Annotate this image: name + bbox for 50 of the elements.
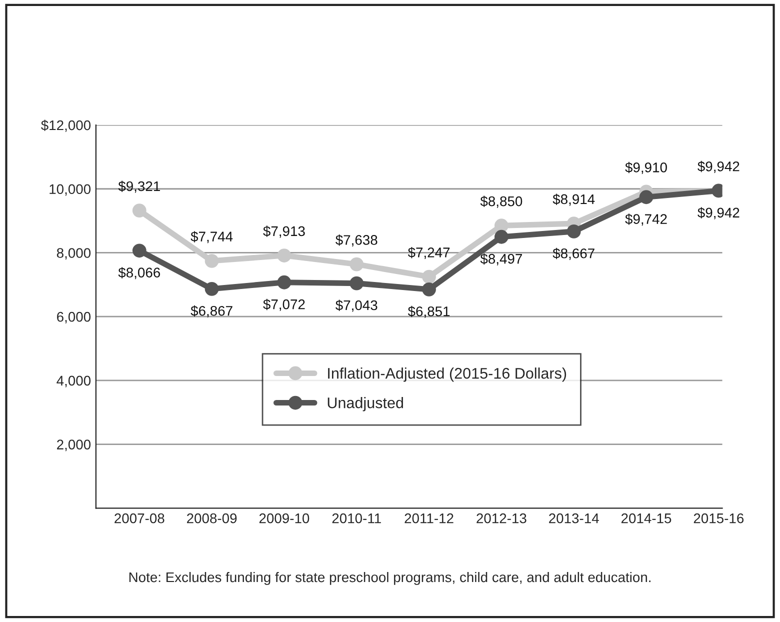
data-label: $7,247 [408,246,450,260]
point [639,190,654,204]
data-label: $8,066 [118,267,160,280]
data-label: $9,942 [698,207,740,220]
x-tick-label: 2007-08 [114,513,164,524]
data-label: $8,850 [480,196,522,208]
data-label: $7,744 [190,231,233,244]
data-label: $9,942 [698,160,740,173]
data-label: $9,321 [118,180,160,193]
data-label: $6,851 [408,306,450,318]
point [132,244,146,258]
x-tick-label: 2012-13 [476,513,526,524]
text: Note: Excludes funding for state preschool programs, child care, and adult education. [129,572,650,585]
point [350,276,364,290]
point [422,270,436,284]
y-tick-label: 10,000 [50,184,91,196]
y-tick-label: 2,000 [57,440,91,452]
y-tick-label: 6,000 [57,312,91,324]
y-tick-label: 8,000 [56,248,91,260]
legend-label: Unadjusted [328,397,403,412]
point [422,282,436,296]
point [350,257,364,272]
point [132,204,146,218]
point [494,230,508,244]
x-tick-label: 2011-12 [404,513,454,524]
data-label: $6,867 [190,305,232,318]
data-label: $7,913 [263,226,305,238]
x-tick-label: 2014-15 [621,513,672,524]
point [277,275,292,290]
data-label: $8,914 [552,194,595,206]
x-tick-label: 2008-09 [187,513,237,524]
y-tick-label: 4,000 [56,376,91,388]
data-label: $8,667 [552,248,594,260]
point [204,282,219,296]
data-label: $7,638 [336,234,378,247]
y-tick-label: $12,000 [41,120,91,132]
x-tick-label: 2015-16 [694,513,744,524]
point [494,218,508,233]
legend-label: Inflation-Adjusted (2015-16 Dollars) [328,368,566,382]
data-label: $7,072 [263,298,305,311]
point [277,248,292,262]
point [204,254,219,268]
point [566,224,581,238]
x-tick-label: 2010-11 [332,513,381,524]
x-tick-label: 2009-10 [259,513,310,524]
x-tick-label: 2013-14 [549,513,599,524]
data-label: $8,497 [480,253,522,266]
data-label: $7,043 [336,300,378,312]
data-label: $9,742 [625,214,667,226]
data-label: $9,910 [625,162,667,174]
